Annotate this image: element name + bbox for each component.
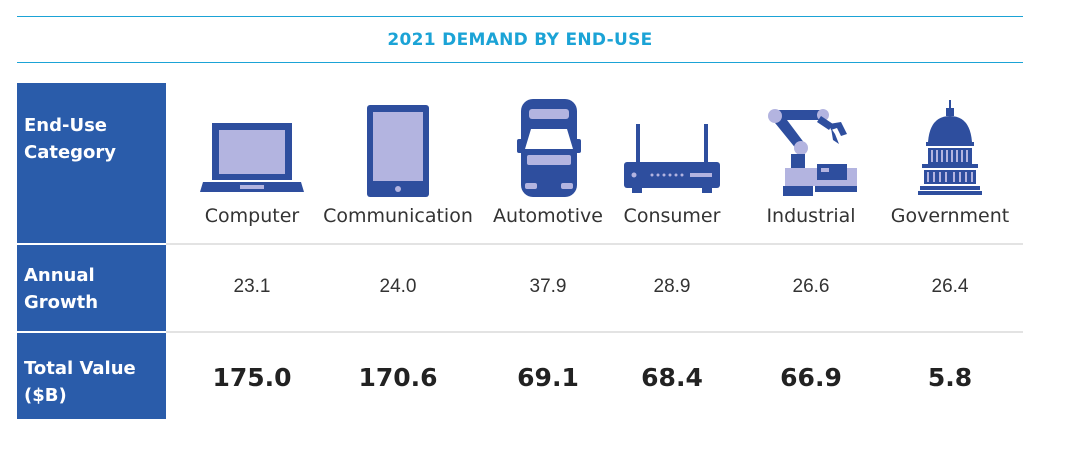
header-column xyxy=(17,83,166,419)
total-value-automotive: 69.1 xyxy=(517,363,579,392)
category-label-automotive: Automotive xyxy=(493,205,603,227)
tablet-icon xyxy=(367,105,429,197)
header-category-text: End-Use Category xyxy=(24,115,117,163)
row-separator-1 xyxy=(166,243,1023,245)
header-total-text: Total Value ($B) xyxy=(24,358,136,406)
chart-title: 2021 DEMAND BY END-USE xyxy=(387,30,653,50)
growth-value-computer: 23.1 xyxy=(233,276,271,297)
category-label-consumer: Consumer xyxy=(623,205,721,227)
growth-value-automotive: 37.9 xyxy=(529,276,567,297)
top-rule xyxy=(17,16,1023,17)
robot-arm-icon xyxy=(768,109,857,196)
row-separator-2 xyxy=(166,331,1023,333)
title-rule xyxy=(17,62,1023,63)
router-icon xyxy=(624,124,720,193)
header-separator-1 xyxy=(17,243,166,245)
capitol-icon xyxy=(918,100,982,195)
growth-value-communication: 24.0 xyxy=(379,276,417,297)
category-label-industrial: Industrial xyxy=(766,205,856,227)
total-value-government: 5.8 xyxy=(927,363,973,392)
growth-value-government: 26.4 xyxy=(931,276,969,297)
header-growth-text: Annual Growth xyxy=(24,265,99,313)
total-value-industrial: 66.9 xyxy=(780,363,842,392)
header-separator-2 xyxy=(17,331,166,333)
car-icon xyxy=(517,99,581,197)
category-label-computer: Computer xyxy=(204,205,300,227)
header-total: Total Value ($B) xyxy=(24,355,154,409)
category-label-government: Government xyxy=(890,205,1010,227)
growth-value-consumer: 28.9 xyxy=(653,276,691,297)
total-value-communication: 170.6 xyxy=(358,363,438,392)
header-category: End-Use Category xyxy=(24,112,144,166)
total-value-computer: 175.0 xyxy=(212,363,292,392)
category-label-communication: Communication xyxy=(323,205,473,227)
total-value-consumer: 68.4 xyxy=(641,363,703,392)
header-growth: Annual Growth xyxy=(24,262,144,316)
laptop-icon xyxy=(200,123,304,192)
growth-value-industrial: 26.6 xyxy=(792,276,830,297)
